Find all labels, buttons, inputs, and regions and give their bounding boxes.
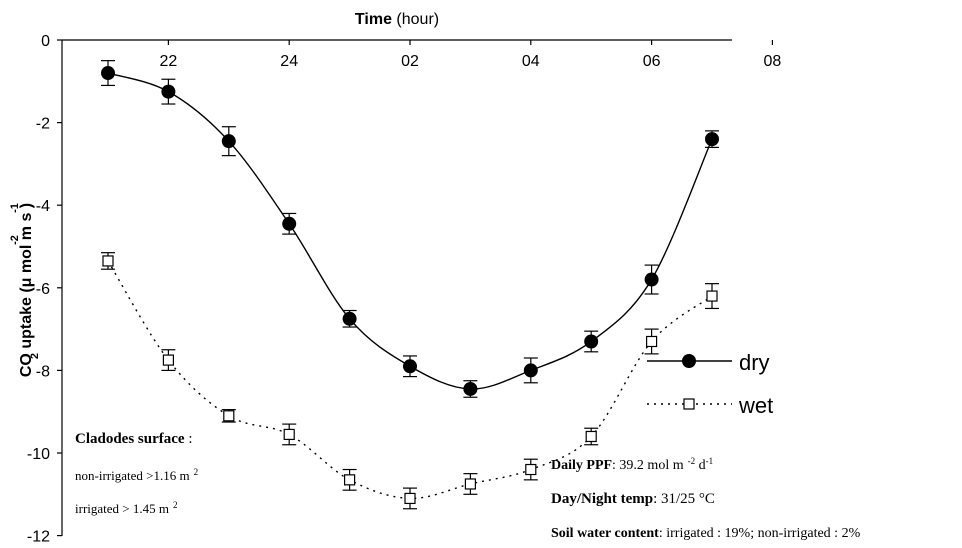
data-point-wet <box>525 463 537 476</box>
x-tick-label: 04 <box>522 53 540 70</box>
data-point-dry <box>221 134 236 149</box>
day-night-temp: Day/Night temp: 31/25 °C <box>551 491 715 507</box>
y-tick-label: -8 <box>36 363 50 380</box>
data-point-wet <box>404 492 416 505</box>
data-point-dry <box>101 66 115 81</box>
series-line-dry <box>107 72 713 390</box>
data-point-wet <box>344 474 356 486</box>
legend-label-dry: dry <box>739 350 770 375</box>
cladodes-title: Cladodes surface : <box>75 431 193 447</box>
y-tick-label: -10 <box>27 446 50 463</box>
data-point-dry <box>584 334 599 349</box>
data-point-dry <box>342 311 357 326</box>
soil-water-content: Soil water content: irrigated : 19%; non… <box>551 526 861 541</box>
y-axis-title-sup-m: -2 <box>9 235 21 245</box>
legend-label-wet: wet <box>738 393 773 418</box>
y-tick-label: -2 <box>36 116 50 133</box>
data-point-wet <box>162 354 174 366</box>
data-point-wet <box>223 410 235 422</box>
legend-marker-wet <box>683 398 695 410</box>
x-tick-label: 08 <box>764 53 782 70</box>
data-point-wet <box>706 290 718 302</box>
y-tick-label: -6 <box>36 281 50 298</box>
data-point-dry <box>523 363 538 378</box>
annotation-cladodes: Cladodes surface : non-irrigated >1.16 m… <box>75 431 198 516</box>
y-axis-title-sub: 2 <box>29 353 41 359</box>
x-axis-title: Time (hour) <box>355 11 439 28</box>
annotation-conditions: Daily PPF: 39.2 mol m -2 d-1 Day/Night te… <box>551 456 861 541</box>
data-point-dry <box>282 216 297 231</box>
data-point-wet <box>645 335 658 348</box>
daily-ppf: Daily PPF: 39.2 mol m -2 d-1 <box>551 456 713 473</box>
y-tick-label: -4 <box>36 198 50 215</box>
x-tick-label: 22 <box>160 53 178 70</box>
y-axis-title: CO uptake (μ mol m s ) <box>18 203 35 377</box>
data-point-dry <box>705 132 719 147</box>
data-point-dry <box>463 381 478 396</box>
data-point-wet <box>283 428 295 441</box>
y-tick-label: 0 <box>41 33 50 50</box>
legend-marker-dry <box>682 354 696 368</box>
y-axis-title-sup-s: -1 <box>9 203 21 213</box>
data-point-dry <box>161 84 176 99</box>
data-point-wet <box>102 255 114 267</box>
x-tick-label: 24 <box>280 53 298 70</box>
data-point-dry <box>403 359 417 374</box>
data-point-wet <box>585 430 597 443</box>
x-tick-label: 02 <box>401 53 419 70</box>
x-tick-label: 06 <box>643 53 661 70</box>
data-point-wet <box>464 478 476 490</box>
y-tick-label: -12 <box>27 529 50 546</box>
legend: dry wet <box>647 350 773 418</box>
data-point-dry <box>644 272 659 287</box>
